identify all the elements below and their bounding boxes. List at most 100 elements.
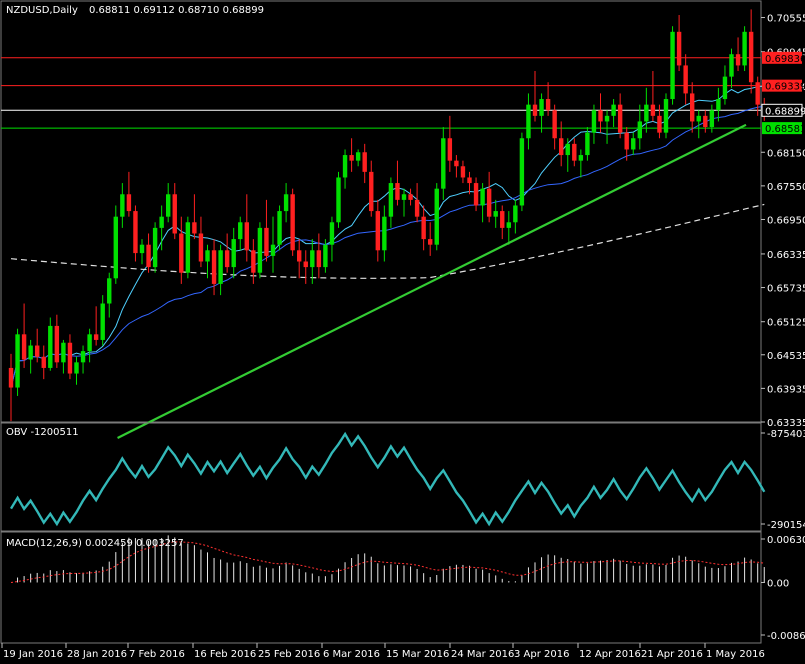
level-tag-bg bbox=[762, 122, 802, 135]
candle bbox=[611, 99, 616, 128]
candle bbox=[290, 188, 295, 256]
candle bbox=[159, 205, 164, 251]
price-tick-label: 0.63935 bbox=[767, 384, 805, 395]
candle bbox=[67, 334, 73, 380]
candle bbox=[120, 183, 125, 228]
candle bbox=[303, 250, 308, 284]
trendline-line bbox=[117, 123, 747, 439]
price-tick-label: 0.65125 bbox=[767, 318, 805, 329]
candle bbox=[375, 199, 380, 262]
candle bbox=[355, 149, 361, 167]
candle bbox=[41, 345, 46, 380]
price-panel[interactable]: NZDUSD,Daily 0.68811 0.69112 0.68710 0.6… bbox=[0, 0, 767, 439]
macd-signal-path bbox=[10, 541, 765, 583]
candle bbox=[565, 138, 570, 172]
candle bbox=[637, 104, 642, 150]
candle bbox=[48, 317, 53, 371]
candle bbox=[146, 233, 151, 273]
obv-axis: -875403 -2901540 bbox=[761, 429, 805, 531]
candle bbox=[54, 314, 60, 368]
candle bbox=[224, 233, 230, 273]
candle bbox=[650, 71, 656, 122]
candle bbox=[480, 183, 485, 223]
candle bbox=[545, 82, 551, 116]
candle bbox=[283, 183, 289, 223]
candle bbox=[205, 244, 210, 279]
macd-tick-label: 0.006301 bbox=[767, 535, 805, 546]
candle bbox=[218, 244, 223, 296]
candle bbox=[244, 194, 249, 262]
candle bbox=[748, 9, 754, 94]
candle bbox=[93, 306, 99, 346]
price-tick-label: 0.68150 bbox=[767, 148, 805, 159]
candle bbox=[100, 295, 105, 346]
macd-signal-line bbox=[10, 541, 765, 583]
candle bbox=[519, 132, 525, 212]
candle bbox=[323, 239, 328, 273]
time-tick-label: 24 Mar 2016 bbox=[451, 649, 514, 660]
candle bbox=[454, 155, 459, 178]
level-tag-label: 0.68581 bbox=[765, 124, 805, 135]
candle bbox=[460, 160, 466, 184]
macd-axis: 0.006301 0.00 -0.008612 bbox=[761, 535, 805, 642]
obv-label: OBV -1200511 bbox=[6, 427, 79, 438]
candle bbox=[591, 104, 597, 144]
time-tick-label: 12 Apr 2016 bbox=[579, 649, 641, 660]
obv-tick-label: -875403 bbox=[767, 429, 805, 440]
candle bbox=[526, 93, 531, 150]
candle bbox=[716, 87, 721, 122]
candle bbox=[179, 216, 184, 284]
level-tag-bg bbox=[762, 79, 802, 92]
candle bbox=[329, 216, 335, 262]
time-tick-label: 25 Feb 2016 bbox=[258, 649, 320, 660]
candle bbox=[657, 104, 662, 139]
macd-histogram bbox=[17, 535, 765, 583]
candle bbox=[506, 211, 511, 245]
macd-panel[interactable]: MACD(12,26,9) 0.002459 0.003257 bbox=[0, 531, 765, 644]
obv-panel[interactable]: OBV -1200511 bbox=[0, 422, 766, 532]
time-tick-label: 21 Apr 2016 bbox=[641, 649, 703, 660]
candle bbox=[87, 328, 92, 363]
level-tag-label: 0.68899 bbox=[765, 106, 805, 117]
price-tick-label: 0.66335 bbox=[767, 250, 805, 261]
candle bbox=[238, 216, 243, 251]
candle bbox=[532, 71, 538, 122]
candle bbox=[493, 199, 498, 228]
ma-mid-line bbox=[10, 105, 765, 388]
price-level-tags: 0.69836 0.69339 0.68899 0.68581 bbox=[761, 51, 805, 135]
candle bbox=[126, 171, 132, 217]
candle bbox=[21, 303, 27, 368]
candle bbox=[631, 132, 636, 156]
candle bbox=[277, 205, 282, 251]
macd-tick-label: 0.00 bbox=[767, 578, 789, 589]
candle bbox=[670, 26, 675, 105]
candle bbox=[690, 82, 695, 133]
time-tick-label: 7 Feb 2016 bbox=[129, 649, 185, 660]
candles bbox=[8, 9, 767, 422]
candle bbox=[735, 37, 741, 72]
price-tick-label: 0.63335 bbox=[767, 418, 805, 429]
candle bbox=[421, 205, 426, 251]
candle bbox=[663, 93, 669, 139]
candle bbox=[447, 115, 453, 172]
time-tick-label: 16 Feb 2016 bbox=[194, 649, 256, 660]
obv-line bbox=[9, 431, 766, 527]
candle bbox=[388, 177, 394, 228]
candle bbox=[211, 239, 217, 296]
candle bbox=[133, 205, 138, 262]
price-tick-label: 0.66950 bbox=[767, 215, 805, 226]
candle bbox=[264, 199, 269, 262]
candle bbox=[8, 353, 14, 422]
candle bbox=[552, 104, 557, 150]
candle bbox=[28, 339, 33, 374]
candle bbox=[270, 216, 276, 273]
candle bbox=[539, 93, 544, 133]
candle bbox=[80, 345, 86, 374]
candle bbox=[644, 87, 649, 133]
candle bbox=[382, 205, 387, 262]
obv-path bbox=[9, 431, 766, 527]
candle bbox=[257, 222, 263, 279]
candle bbox=[617, 93, 623, 139]
level-tag-bg bbox=[761, 103, 803, 117]
